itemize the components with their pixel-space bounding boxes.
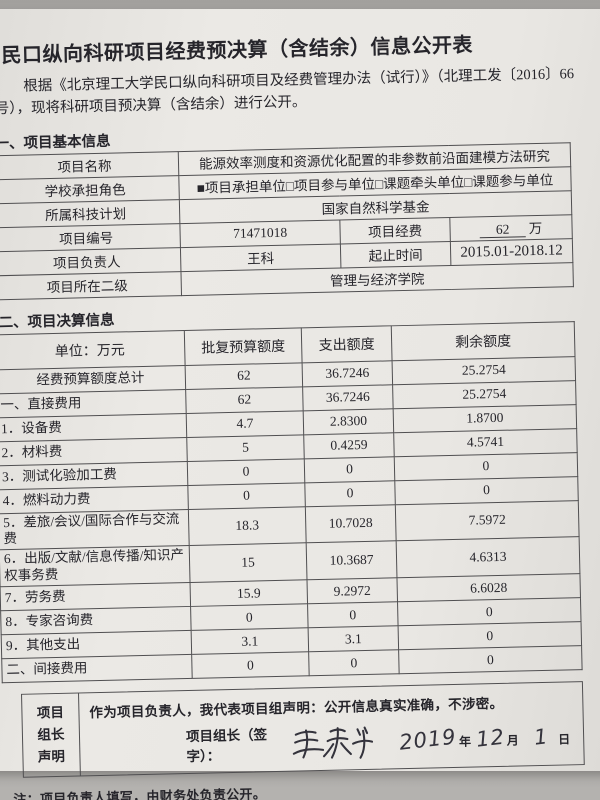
budget-row-approved: 0 xyxy=(187,458,305,485)
signature-row: 项目组长（签字）： xyxy=(90,714,576,769)
budget-row-spent: 0 xyxy=(304,456,395,483)
date-month-suffix: 月 xyxy=(506,733,519,748)
paper-sheet: 民口纵向科研项目经费预决算（含结余）信息公开表 根据《北京理工大学民口纵向科研项… xyxy=(0,9,600,800)
signature-date: 2019 年 12 月 1 日 xyxy=(398,724,575,755)
budget-row-spent: 2.8300 xyxy=(303,408,394,435)
budget-row-spent: 10.7028 xyxy=(305,504,397,544)
date-year-handwritten: 2019 xyxy=(398,724,459,755)
declaration-side-line: 声明 xyxy=(37,748,66,765)
budget-row-remaining: 0 xyxy=(398,645,583,674)
declaration-side-line: 项目 xyxy=(36,704,65,721)
budget-row-spent: 36.7246 xyxy=(302,384,394,411)
budget-table-body: 经费预算额度总计 62 36.7246 25.2754 一、直接费用 62 36… xyxy=(0,356,583,683)
column-header-spent: 支出额度 xyxy=(301,325,393,363)
declaration-side-line: 组长 xyxy=(37,726,65,743)
column-header-remain: 剩余额度 xyxy=(391,321,575,361)
budget-row-spent: 10.3687 xyxy=(306,541,397,580)
budget-row-approved: 4.7 xyxy=(186,410,304,437)
period-label: 起止时间 xyxy=(340,240,451,268)
budget-table: 单位：万元 批复预算额度 支出额度 剩余额度 经费预算额度总计 62 36.72… xyxy=(0,321,583,684)
funding-value: 62 万 xyxy=(449,214,573,241)
column-header-budget: 批复预算额度 xyxy=(184,327,303,366)
budget-row-remaining: 7.5972 xyxy=(395,500,580,542)
leader-value: 王科 xyxy=(180,243,341,272)
date-day-handwritten: 1 xyxy=(532,724,550,750)
budget-row-approved: 62 xyxy=(185,362,303,390)
unit-label: 单位：万元 xyxy=(0,330,186,370)
funding-amount: 62 xyxy=(479,221,526,239)
budget-row-spent: 36.7246 xyxy=(302,360,393,387)
funding-unit: 万 xyxy=(528,220,543,236)
basic-info-table: 项目名称 能源效率测度和资源优化配置的非参数前沿面建模方法研究 学校承担角色 ■… xyxy=(0,142,574,300)
budget-row-approved: 5 xyxy=(186,434,305,461)
budget-row-label: 5．差旅/会议/国际合作与交流费 xyxy=(0,508,190,551)
budget-row-label: 6．出版/文献/信息传播/知识产权事务费 xyxy=(0,545,191,587)
budget-row-label: 二、间接费用 xyxy=(1,654,193,683)
budget-row-spent: 9.2972 xyxy=(306,577,398,604)
budget-row-approved: 3.1 xyxy=(191,627,309,655)
date-month-handwritten: 12 xyxy=(474,724,506,752)
funding-label: 项目经费 xyxy=(339,216,451,244)
budget-row-spent: 3.1 xyxy=(308,625,399,652)
budget-row-spent: 0.4259 xyxy=(303,432,395,459)
budget-row-approved: 15 xyxy=(189,543,307,583)
declaration-main: 作为项目负责人，我代表项目组声明：公开信息真实准确，不涉密。 项目组长（签字）： xyxy=(79,682,584,775)
intro-paragraph: 根据《北京理工大学民口纵向科研项目及经费管理办法（试行）》（北理工发〔2016〕… xyxy=(0,66,575,118)
date-year-suffix: 年 xyxy=(458,734,472,749)
form-content: 民口纵向科研项目经费预决算（含结余）信息公开表 根据《北京理工大学民口纵向科研项… xyxy=(0,34,585,800)
budget-row-remaining: 4.6313 xyxy=(396,536,580,578)
page-title: 民口纵向科研项目经费预决算（含结余）信息公开表 xyxy=(1,34,474,68)
declaration-box: 项目 组长 声明 作为项目负责人，我代表项目组声明：公开信息真实准确，不涉密。 … xyxy=(21,681,585,778)
budget-row-spent: 0 xyxy=(307,601,399,628)
period-value: 2015.01-2018.12 xyxy=(450,238,573,265)
signature-label: 项目组长（签字）： xyxy=(185,727,268,765)
budget-row-approved: 0 xyxy=(190,603,309,631)
budget-row-spent: 0 xyxy=(304,480,396,507)
budget-row-approved: 62 xyxy=(185,386,304,413)
budget-row-approved: 18.3 xyxy=(188,506,307,546)
budget-row-approved: 15.9 xyxy=(190,579,308,607)
budget-row-approved: 0 xyxy=(187,482,306,509)
budget-row-approved: 0 xyxy=(191,651,310,679)
budget-row-spent: 0 xyxy=(308,649,400,676)
footnote: 注：项目负责人填写，由财务处负责公开。 xyxy=(13,786,267,800)
declaration-side-label: 项目 组长 声明 xyxy=(22,693,81,777)
date-day-suffix: 日 xyxy=(558,732,571,747)
signature-handwriting xyxy=(292,726,374,759)
project-number-value: 71471018 xyxy=(179,219,341,248)
department-label: 项目所在二级 xyxy=(0,271,182,300)
